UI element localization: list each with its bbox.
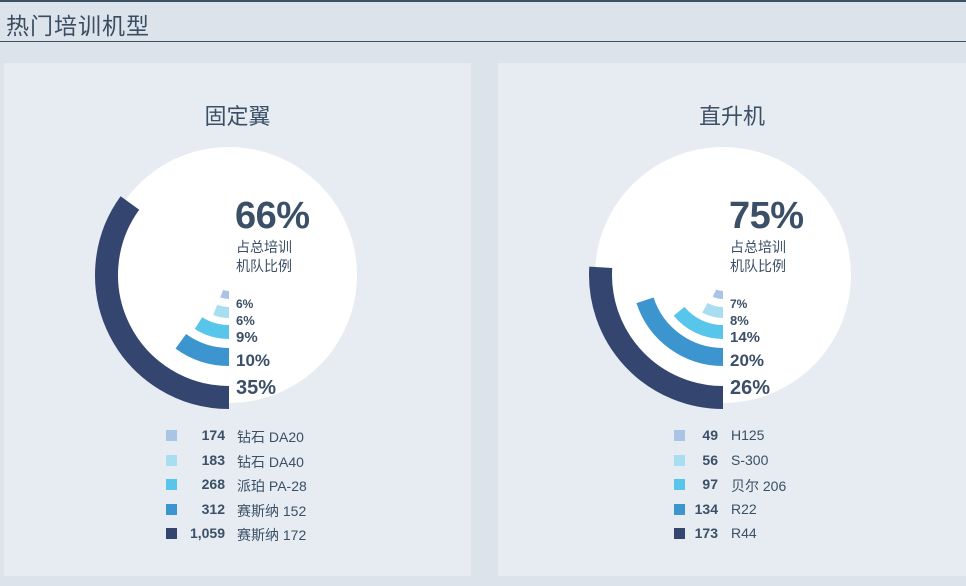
legend-label: S-300: [731, 451, 769, 468]
ring-percent-label: 9%: [236, 329, 258, 346]
legend-item: 183 钻石 DA40: [4, 452, 471, 472]
radial-bar-3: [194, 317, 230, 339]
helicopter-panel: 直升机 75% 占总培训 机队比例 7% 8% 14% 20% 26% 49 H125 56 S-30…: [498, 63, 966, 576]
ring-percent-label: 8%: [730, 313, 749, 328]
legend-value: 97: [702, 476, 718, 492]
legend-item: 1,059 赛斯纳 172: [4, 525, 471, 545]
ring-percent-label: 20%: [730, 351, 765, 370]
legend-value: 183: [201, 451, 225, 468]
legend-item: 312 赛斯纳 152: [4, 501, 471, 521]
panel-title: 固定翼: [204, 104, 271, 129]
legend-item: 174 钻石 DA20: [4, 427, 471, 447]
share-description: 占总培训 机队比例: [730, 238, 820, 276]
legend-label: R22: [731, 500, 757, 517]
legend-swatch: [166, 479, 177, 490]
ring-percent-label: 26%: [730, 377, 771, 399]
legend-item: 49 H125: [498, 427, 965, 447]
legend-label: 派珀 PA-28: [237, 478, 307, 494]
radial-bar-3: [673, 306, 724, 339]
ring-percent-label: 10%: [236, 351, 271, 370]
radial-bar-5: [589, 266, 724, 409]
panel-title: 直升机: [698, 104, 765, 129]
legend-swatch: [674, 454, 685, 466]
legend-label: H125: [731, 427, 765, 443]
ring-percent-label: 7%: [730, 297, 748, 311]
share-percent: 66%: [235, 195, 310, 237]
share-description-line: 占总培训: [236, 239, 292, 255]
radial-chart: [589, 147, 851, 409]
share-description: 占总培训 机队比例: [236, 238, 326, 276]
legend-label: 钻石 DA20: [237, 429, 304, 445]
legend-label: 钻石 DA40: [237, 453, 304, 470]
radial-bar-1: [220, 289, 230, 300]
legend-value: 49: [702, 427, 718, 443]
legend-swatch: [674, 430, 685, 441]
radial-bar-1: [712, 289, 724, 300]
legend-swatch: [166, 454, 177, 466]
legend-label: R44: [731, 525, 757, 541]
legend-swatch: [674, 503, 685, 515]
fixed-wing-panel: 固定翼 66% 占总培训 机队比例 6% 6% 9% 10% 35% 174 钻石 DA20 183…: [4, 63, 471, 576]
share-percent: 75%: [729, 195, 804, 237]
page-header: 热门培训机型: [0, 0, 966, 42]
legend-item: 134 R22: [498, 501, 965, 521]
legend-swatch: [674, 528, 685, 539]
legend-value: 1,059: [189, 525, 225, 541]
legend-label: 赛斯纳 172: [237, 527, 307, 543]
legend-label: 贝尔 206: [731, 478, 787, 494]
ring-percent-label: 14%: [730, 329, 761, 346]
ring-percent-label: 6%: [236, 297, 254, 311]
legend-item: 268 派珀 PA-28: [4, 476, 471, 496]
legend-value: 312: [201, 500, 225, 517]
legend-swatch: [674, 479, 685, 490]
legend-value: 174: [201, 427, 225, 443]
legend-swatch: [166, 528, 177, 539]
page-title: 热门培训机型: [6, 13, 150, 39]
legend-label: 赛斯纳 152: [237, 502, 307, 519]
radial-bar-5: [95, 196, 230, 409]
radial-bar-2: [702, 302, 724, 318]
legend-swatch: [166, 503, 177, 515]
radial-bar-4: [175, 333, 230, 366]
legend-value: 56: [702, 451, 718, 468]
legend-item: 97 贝尔 206: [498, 476, 965, 496]
legend-item: 56 S-300: [498, 452, 965, 472]
ring-percent-label: 6%: [236, 313, 255, 328]
ring-percent-label: 35%: [236, 377, 277, 399]
legend-item: 173 R44: [498, 525, 965, 545]
legend-swatch: [166, 430, 177, 441]
legend-value: 268: [201, 476, 225, 492]
radial-bar-4: [636, 297, 724, 366]
share-description-line: 占总培训: [730, 239, 786, 255]
share-description-line: 机队比例: [730, 258, 786, 274]
legend-value: 134: [694, 500, 718, 517]
chart-background-disc: [101, 147, 357, 403]
legend-value: 173: [694, 525, 718, 541]
radial-bar-2: [213, 304, 230, 318]
share-description-line: 机队比例: [236, 258, 292, 274]
radial-chart: [95, 147, 357, 409]
